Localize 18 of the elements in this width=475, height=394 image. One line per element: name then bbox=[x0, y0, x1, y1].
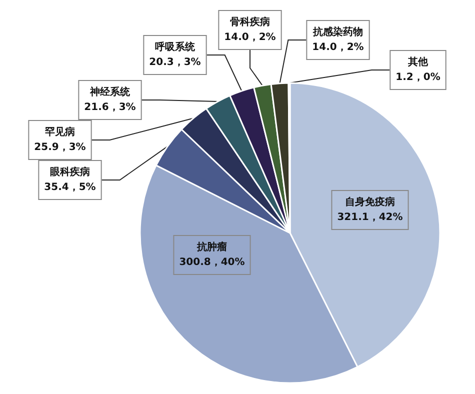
data-label: 14.0，2% bbox=[224, 32, 276, 43]
slice-label: 抗感染药物 bbox=[312, 26, 363, 38]
data-label: 14.0，2% bbox=[312, 42, 364, 53]
data-label: 25.9，3% bbox=[34, 142, 86, 153]
slice-label: 自身免疫病 bbox=[345, 196, 395, 208]
data-label: 21.6，3% bbox=[84, 102, 136, 113]
slice-label: 神经系统 bbox=[89, 86, 131, 98]
data-label: 35.4，5% bbox=[44, 182, 96, 193]
slice-label: 呼吸系统 bbox=[155, 41, 196, 53]
data-label: 321.1，42% bbox=[337, 212, 403, 223]
slice-label: 其他 bbox=[407, 56, 429, 68]
slice-label: 抗肿瘤 bbox=[196, 241, 227, 253]
data-label: 20.3，3% bbox=[149, 57, 201, 68]
slice-label: 骨科疾病 bbox=[230, 16, 270, 28]
data-label: 300.8，40% bbox=[179, 257, 245, 268]
slice-label: 罕见病 bbox=[44, 126, 75, 138]
data-label: 1.2，0% bbox=[396, 72, 440, 83]
slice-label: 眼科疾病 bbox=[50, 166, 90, 178]
